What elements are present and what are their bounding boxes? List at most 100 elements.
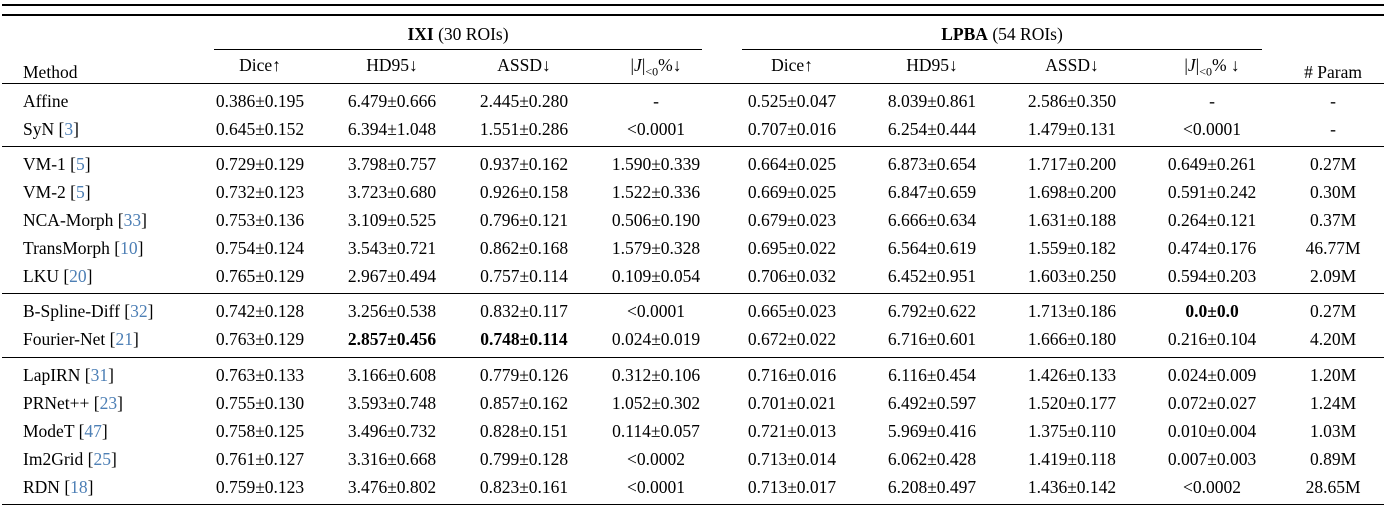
citation-link[interactable]: 21	[115, 329, 133, 350]
dataset-rois-ixi: (30 ROIs)	[433, 24, 509, 44]
cite-bracket: ]	[132, 329, 139, 350]
value-cell: 0.672±0.022	[747, 329, 837, 350]
value-cell: 0.024±0.009	[1142, 356, 1283, 389]
value-cell: 0.264±0.121	[1167, 210, 1257, 231]
value-cell: 3.543±0.721	[347, 238, 437, 259]
value-cell: 0.729±0.129	[194, 146, 326, 179]
value-cell: 3.798±0.757	[326, 146, 458, 179]
value-cell: <0.0001	[1183, 119, 1242, 140]
row-group: LapIRN [31] 0.763±0.133 3.166±0.608 0.779±0…	[2, 356, 1385, 504]
value-cell: 6.394±1.048	[347, 119, 437, 140]
citation-link[interactable]: 23	[99, 392, 118, 413]
value-cell: 0.645±0.152	[215, 119, 305, 140]
value-cell: 5.862±0.436	[862, 503, 1002, 511]
citation-link[interactable]: 47	[84, 420, 102, 441]
value-cell: 0.525±0.047	[747, 91, 837, 112]
citation-link[interactable]: 33	[123, 210, 142, 231]
value-cell: 0.758±0.125	[215, 420, 305, 441]
value-cell: 0.761±0.127	[215, 448, 305, 469]
table-row: PRNet++ [23] 0.755±0.130 3.593±0.748 0.857±…	[2, 389, 1384, 417]
value-cell: 0.828±0.151	[479, 420, 569, 441]
table-row: Im2Grid [25] 0.761±0.127 3.316±0.668 0.799±…	[2, 445, 1384, 473]
value-cell: 0.27M	[1282, 146, 1385, 179]
value-cell: 1.326±0.114	[1002, 503, 1142, 511]
value-cell: 1.03M	[1309, 420, 1357, 441]
method-cell: LapIRN [31]	[2, 356, 194, 389]
column-header-jacobian-ixi: |J|<0%↓	[590, 50, 722, 85]
dataset-name-ixi: IXI	[407, 24, 434, 44]
value-cell: 6.062±0.428	[887, 448, 977, 469]
value-cell: 0.109±0.054	[611, 266, 701, 287]
citation-link[interactable]: 5	[75, 182, 85, 203]
value-cell: 0.765±0.129	[215, 266, 305, 287]
method-cell: TransMorph [10]	[2, 234, 194, 262]
value-cell: 8.039±0.861	[887, 91, 977, 112]
value-cell: 0.796±0.121	[479, 210, 569, 231]
citation-link[interactable]: 20	[69, 266, 87, 287]
value-cell: 0.707±0.016	[747, 119, 837, 140]
method-label: VM-1	[23, 154, 66, 175]
value-cell: 1.052±0.302	[611, 392, 701, 413]
value-cell: 0.763±0.133	[194, 356, 326, 389]
value-cell: 0.679±0.023	[747, 210, 837, 231]
value-cell: -	[653, 91, 659, 112]
cite-bracket: [	[114, 238, 121, 259]
value-cell: 3.496±0.732	[347, 420, 437, 441]
value-cell: 0.072±0.027	[1167, 392, 1257, 413]
value-cell: 2.09M	[1309, 266, 1357, 287]
value-cell: 1.551±0.286	[479, 119, 569, 140]
value-cell: 1.24M	[1309, 392, 1357, 413]
citation-link[interactable]: 31	[90, 364, 109, 385]
citation-link[interactable]: 32	[130, 301, 148, 322]
value-cell: 1.717±0.200	[1002, 146, 1142, 179]
method-label: LapIRN	[23, 364, 81, 385]
method-label: RDN	[23, 476, 60, 497]
value-cell: 0.748±0.114	[480, 329, 568, 350]
cite-bracket: ]	[137, 238, 144, 259]
value-cell: -	[1330, 91, 1336, 112]
value-cell: 0.506±0.190	[611, 210, 701, 231]
value-cell: 0.0±0.0	[1142, 293, 1283, 326]
value-cell: 6.254±0.444	[887, 119, 977, 140]
value-cell: 1.590±0.339	[590, 146, 722, 179]
table-row: B-Spline-Diff [32] 0.742±0.128 3.256±0.538…	[2, 293, 1385, 326]
value-cell: 0.926±0.158	[479, 182, 569, 203]
value-cell: 0.018±0.006	[1142, 503, 1283, 511]
value-cell: 0.695±0.022	[747, 238, 837, 259]
table-row: TransMorph [10] 0.754±0.124 3.543±0.721 0.8…	[2, 234, 1384, 262]
value-cell: 1.559±0.182	[1027, 238, 1117, 259]
method-cell: Im2Grid [25]	[2, 445, 194, 473]
citation-link[interactable]: 18	[70, 476, 88, 497]
citation-link[interactable]: 10	[120, 238, 138, 259]
citation-link[interactable]: 5	[75, 154, 85, 175]
table-row: ModeT [47] 0.758±0.125 3.496±0.732 0.828±0.…	[2, 417, 1384, 445]
value-cell: 6.873±0.654	[862, 146, 1002, 179]
value-cell: 3.593±0.748	[347, 392, 437, 413]
value-cell: 28.65M	[1305, 476, 1361, 497]
value-cell: 0.937±0.162	[458, 146, 590, 179]
method-cell: PRNet++ [23]	[2, 389, 194, 417]
value-cell: 0.010±0.004	[1167, 420, 1257, 441]
value-cell: 0.753±0.136	[215, 210, 305, 231]
citation-link[interactable]: 3	[64, 119, 74, 140]
value-cell: 2.857±0.456	[347, 329, 437, 350]
jac-bar: |	[1195, 55, 1200, 76]
method-label: Fourier-Net	[23, 329, 106, 350]
value-cell: 6.847±0.659	[887, 182, 977, 203]
value-cell: 6.479±0.666	[347, 91, 437, 112]
group-header-ixi: IXI (30 ROIs)	[194, 16, 722, 51]
citation-link[interactable]: 25	[93, 448, 111, 469]
value-cell: 6.492±0.597	[887, 392, 977, 413]
value-cell: 0.706±0.032	[747, 266, 837, 287]
value-cell: 0.701±0.021	[747, 392, 837, 413]
value-cell: 0.721±0.013	[747, 420, 837, 441]
value-cell: 0.760±0.125	[458, 503, 590, 511]
value-cell: 0.731±0.012	[722, 503, 862, 511]
method-label: SyN	[23, 119, 55, 140]
jac-j: J	[634, 55, 642, 76]
value-cell: 6.564±0.619	[887, 238, 977, 259]
column-header-assd-lpba: ASSD↓	[1002, 50, 1142, 85]
method-label: PRNet++	[23, 392, 90, 413]
value-cell: 6.716±0.601	[887, 329, 977, 350]
